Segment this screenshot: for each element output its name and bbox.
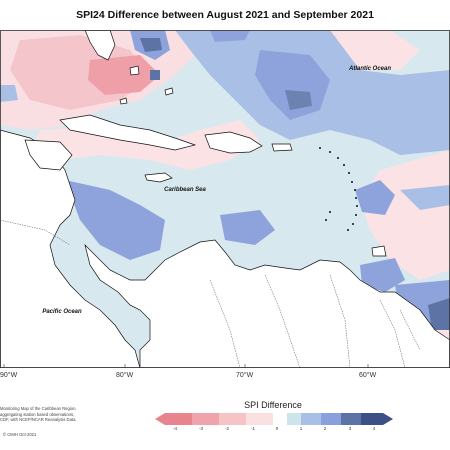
legend-bin-neg2 bbox=[219, 413, 246, 425]
legend-tick: 1 bbox=[299, 426, 303, 431]
lesser-antilles bbox=[319, 147, 358, 231]
longitude-label-80w: 80°W bbox=[116, 372, 134, 379]
legend-tick: 2 bbox=[323, 426, 327, 431]
legend-arrow-right bbox=[383, 413, 393, 425]
longitude-label-70w: 70°W bbox=[236, 372, 254, 379]
legend-tick: 4 bbox=[372, 426, 376, 431]
legend-tick: -4 bbox=[172, 426, 178, 431]
legend-title: SPI Difference bbox=[244, 400, 302, 410]
pacific-ocean-label: Pacific Ocean bbox=[42, 309, 82, 315]
legend-arrow-left bbox=[155, 413, 165, 425]
credits-line-2: aggregating station based observations, bbox=[0, 411, 75, 417]
map-credits: Monitoring Map of the Caribbean Region. … bbox=[0, 406, 110, 423]
legend-bin-pos2 bbox=[321, 413, 341, 425]
legend-bin-zero-hi bbox=[287, 413, 301, 425]
credits-line-1: Monitoring Map of the Caribbean Region. bbox=[0, 406, 77, 411]
map-canvas: Atlantic Ocean Caribbean Sea Pacific Oce… bbox=[0, 30, 450, 368]
legend-tick: -2 bbox=[224, 426, 230, 431]
credits-line-3: CDF, with NCEP/NCAR Reanalysis Data. bbox=[0, 417, 77, 423]
legend-bin-neg3 bbox=[192, 413, 219, 425]
legend-bin-pos4 bbox=[361, 413, 383, 425]
map-title: SPI24 Difference between August 2021 and… bbox=[76, 9, 374, 21]
legend-bin-neg4 bbox=[165, 413, 192, 425]
longitude-label-90w: 90°W bbox=[0, 372, 18, 379]
legend-tick: -1 bbox=[250, 426, 256, 431]
longitude-label-60w: 60°W bbox=[359, 372, 377, 379]
color-legend: -4 -3 -2 -1 0 1 2 3 4 bbox=[155, 412, 393, 434]
legend-bin-zero-lo bbox=[273, 413, 287, 425]
legend-bin-pos3 bbox=[341, 413, 361, 425]
legend-tick: -3 bbox=[198, 426, 204, 431]
country-borders bbox=[0, 219, 421, 368]
caribbean-sea-label: Caribbean Sea bbox=[164, 187, 206, 193]
atlantic-ocean-label: Atlantic Ocean bbox=[348, 66, 391, 72]
longitude-ticks bbox=[3, 364, 369, 368]
copyright-text: © CIMH Oct-2021 bbox=[3, 432, 37, 437]
legend-colorbar bbox=[155, 413, 393, 425]
legend-tick: 0 bbox=[275, 426, 279, 431]
legend-bin-neg1 bbox=[246, 413, 273, 425]
land-masses bbox=[0, 30, 450, 368]
legend-tick: 3 bbox=[348, 426, 352, 431]
legend-bin-pos1 bbox=[301, 413, 321, 425]
